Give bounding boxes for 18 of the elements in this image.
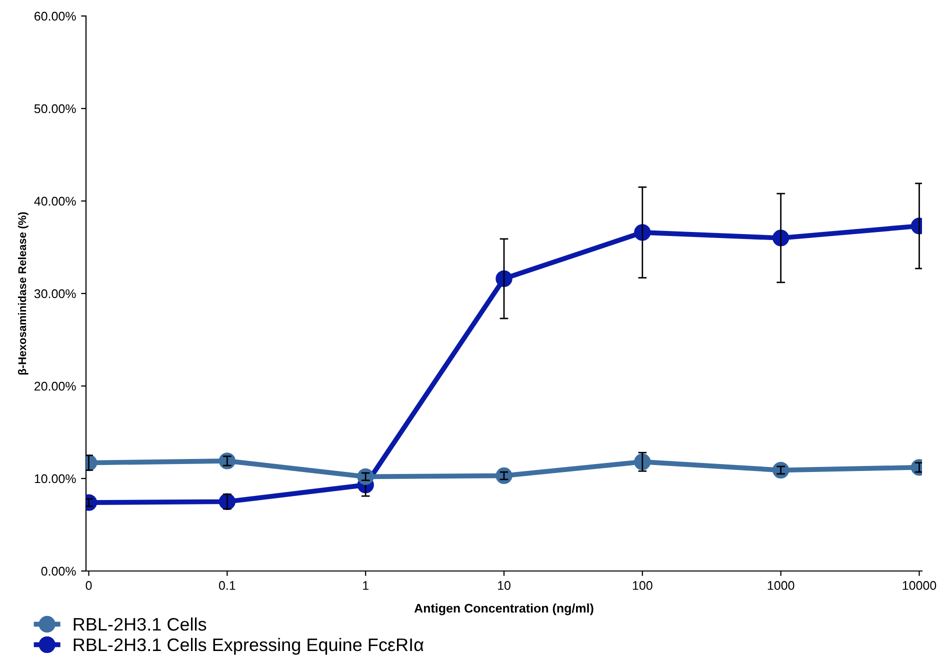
legend-label: RBL-2H3.1 Cells [74, 617, 206, 631]
y-axis-title: β-Hexosaminidase Release (%) [18, 212, 28, 375]
x-tick-label: 10000 [902, 581, 936, 590]
y-tick-label: 0.00% [41, 566, 76, 576]
y-tick-label: 10.00% [34, 474, 76, 484]
legend-label: RBL-2H3.1 Cells Expressing Equine FcεRIα [74, 638, 424, 655]
x-tick-label: 0 [86, 581, 92, 590]
y-tick-label: 40.00% [34, 196, 76, 206]
y-tick-label: 30.00% [34, 289, 76, 298]
y-tick-label: 20.00% [34, 382, 76, 391]
y-tick-label: 50.00% [34, 104, 76, 114]
x-tick-label: 0.1 [218, 581, 236, 590]
x-axis-title: Antigen Concentration (ng/ml) [414, 603, 594, 616]
x-tick-label: 1000 [768, 581, 794, 590]
x-tick-label: 1 [363, 581, 368, 590]
x-tick-label: 100 [632, 581, 652, 590]
x-tick-label: 10 [498, 581, 510, 590]
y-tick-label: 60.00% [34, 12, 76, 21]
